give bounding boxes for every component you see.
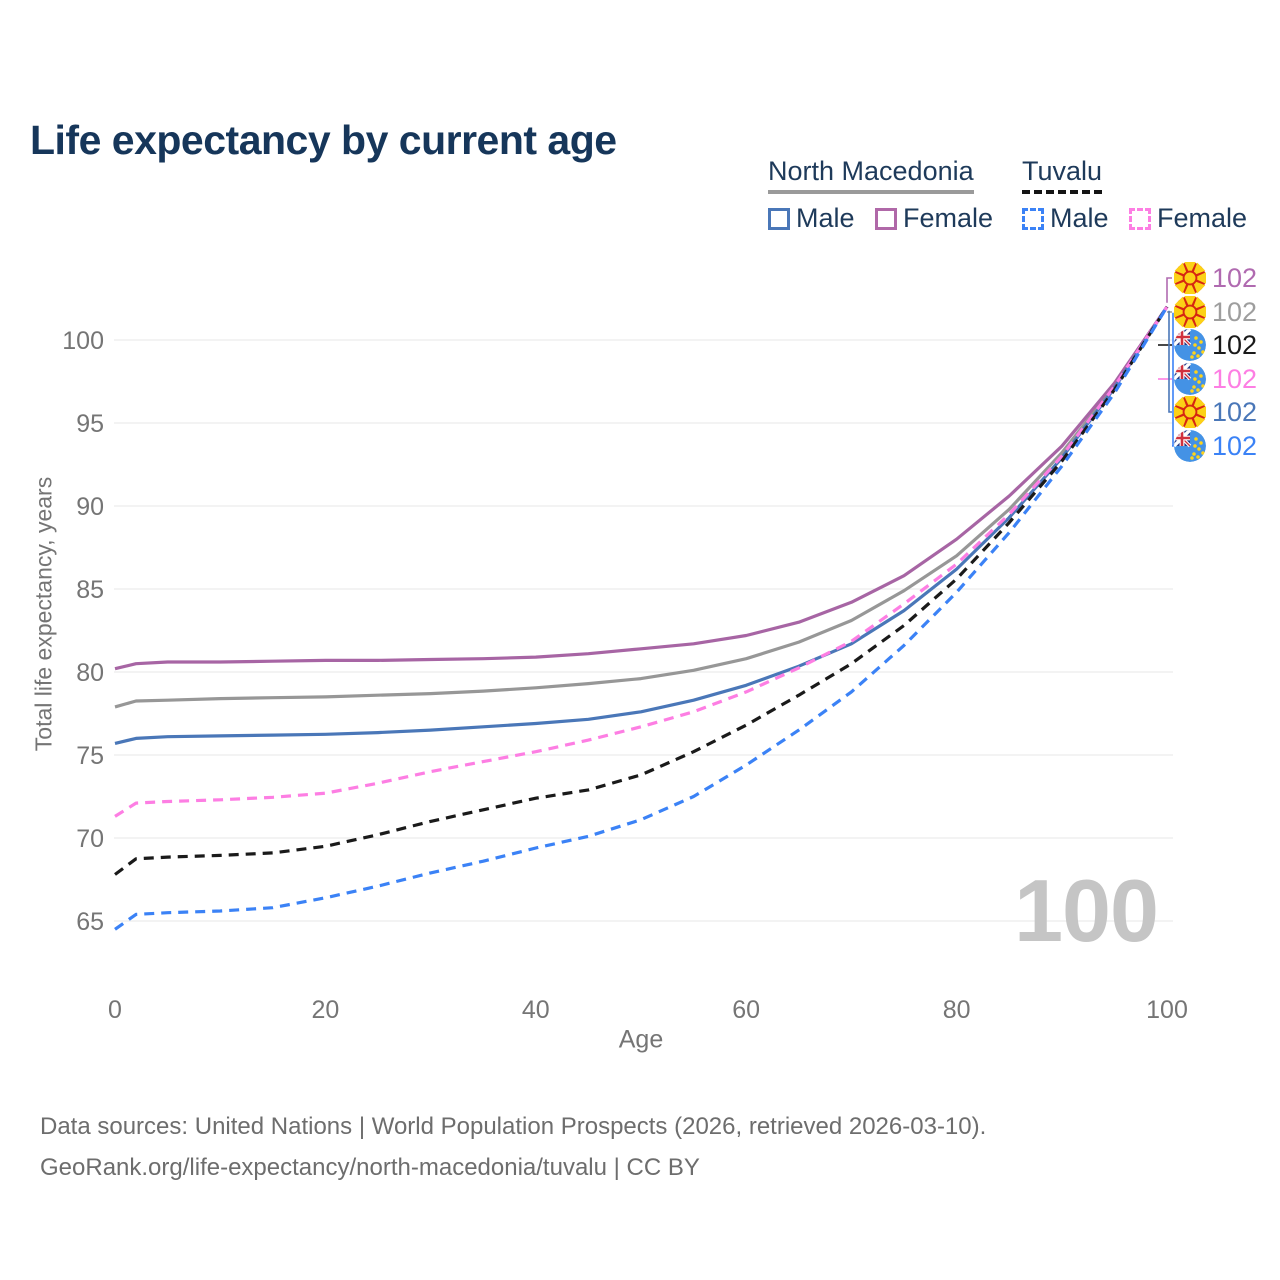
x-tick-20: 20	[311, 996, 339, 1024]
flag-icon-tuvalu	[1174, 329, 1206, 361]
y-tick-90: 90	[76, 493, 104, 521]
x-tick-40: 40	[522, 996, 550, 1024]
legend-item-nm-male[interactable]: Male	[768, 203, 855, 234]
series-line-nm-female[interactable]	[114, 305, 1169, 671]
y-tick-80: 80	[76, 659, 104, 687]
y-axis-title: Total life expectancy, years	[30, 476, 57, 752]
y-tick-95: 95	[76, 410, 104, 438]
y-tick-85: 85	[76, 576, 104, 604]
leader-line-nm-female	[1166, 277, 1172, 303]
flag-icon-north-macedonia	[1174, 262, 1206, 294]
series-line-tv-female[interactable]	[114, 305, 1169, 818]
end-value-label-tv-total: 102	[1212, 330, 1257, 360]
end-value-label-tv-male: 102	[1212, 431, 1257, 461]
footer: Data sources: United Nations | World Pop…	[40, 1106, 986, 1188]
x-tick-100: 100	[1146, 996, 1188, 1024]
end-value-label-tv-female: 102	[1212, 364, 1257, 394]
legend-label-nm-female: Female	[903, 203, 994, 233]
legend-label-tv-male: Male	[1050, 203, 1109, 233]
end-value-label-nm-female: 102	[1212, 263, 1257, 293]
x-tick-80: 80	[943, 996, 971, 1024]
legend-swatch-nm-male	[768, 207, 790, 230]
flag-icon-north-macedonia	[1174, 296, 1206, 328]
legend-item-tv-male[interactable]: Male	[1022, 203, 1109, 234]
y-tick-100: 100	[62, 327, 104, 355]
leader-line-nm-male	[1168, 310, 1172, 413]
y-tick-65: 65	[76, 908, 104, 936]
legend-swatch-nm-female	[875, 207, 897, 230]
legend-group-tuvalu[interactable]: Tuvalu	[1022, 156, 1103, 194]
x-tick-60: 60	[732, 996, 760, 1024]
legend-swatch-tv-female	[1129, 207, 1151, 230]
legend-item-tv-female[interactable]: Female	[1129, 203, 1247, 234]
age-counter-watermark: 100	[1014, 861, 1159, 960]
series-line-nm-male[interactable]	[114, 305, 1169, 745]
series-line-tv-total[interactable]	[114, 305, 1169, 876]
end-value-label-nm-male: 102	[1212, 397, 1257, 427]
legend-group-north-macedonia[interactable]: North Macedonia	[768, 156, 974, 194]
end-value-label-nm-total: 102	[1212, 297, 1257, 327]
legend-item-nm-female[interactable]: Female	[875, 203, 993, 234]
y-tick-75: 75	[76, 742, 104, 770]
x-axis-title: Age	[618, 1025, 664, 1054]
page-title: Life expectancy by current age	[30, 117, 617, 164]
flag-icon-north-macedonia	[1174, 396, 1206, 428]
legend-label-tv-female: Female	[1157, 203, 1248, 233]
legend-swatch-tv-male	[1022, 207, 1044, 230]
leader-line-tv-male	[1172, 312, 1174, 447]
series-line-tv-male[interactable]	[114, 305, 1169, 931]
series-line-nm-total[interactable]	[114, 305, 1169, 709]
x-tick-0: 0	[108, 996, 122, 1024]
data-sources-line: Data sources: United Nations | World Pop…	[40, 1113, 987, 1140]
legend: North Macedonia Tuvalu Male Female Male …	[768, 156, 1258, 240]
flag-icon-tuvalu	[1174, 430, 1206, 462]
y-tick-70: 70	[76, 825, 104, 853]
attribution-line: GeoRank.org/life-expectancy/north-macedo…	[40, 1154, 700, 1181]
flag-icon-tuvalu	[1174, 363, 1206, 395]
legend-label-nm-male: Male	[796, 203, 855, 233]
